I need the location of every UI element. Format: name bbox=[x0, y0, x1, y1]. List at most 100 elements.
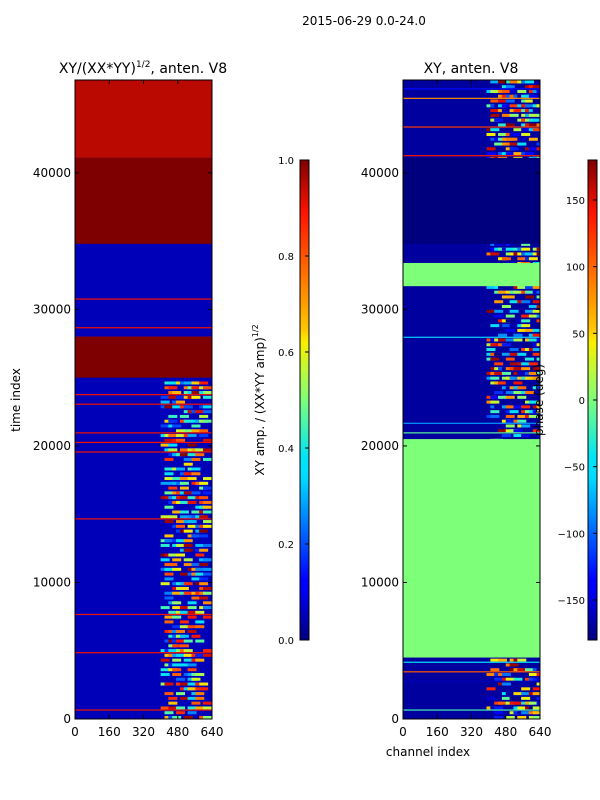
active-cell bbox=[505, 319, 515, 323]
active-cell bbox=[513, 338, 523, 342]
active-cell bbox=[490, 99, 500, 103]
active-cell bbox=[199, 414, 209, 418]
time-streak bbox=[403, 661, 540, 663]
active-cell bbox=[532, 85, 540, 89]
active-cell bbox=[536, 338, 540, 342]
active-cell bbox=[203, 591, 212, 595]
active-cell bbox=[509, 113, 519, 117]
active-cell bbox=[164, 615, 174, 619]
active-cell bbox=[176, 400, 186, 404]
active-cell bbox=[164, 457, 174, 461]
active-cell bbox=[525, 152, 535, 156]
figure-title: 2015-06-29 0.0-24.0 bbox=[302, 14, 426, 28]
active-cell bbox=[486, 687, 496, 691]
active-cell bbox=[176, 692, 186, 696]
active-cell bbox=[172, 591, 182, 595]
active-cell bbox=[532, 109, 540, 113]
active-cell bbox=[536, 295, 540, 299]
active-cell bbox=[505, 99, 515, 103]
active-cell bbox=[536, 677, 540, 681]
active-cell bbox=[517, 395, 527, 399]
active-cell bbox=[501, 257, 511, 261]
active-cell bbox=[203, 486, 212, 490]
active-cell bbox=[486, 333, 496, 337]
saturated-block-region bbox=[75, 336, 212, 378]
active-cell bbox=[528, 257, 538, 261]
active-cell bbox=[525, 99, 535, 103]
active-cell bbox=[528, 305, 538, 309]
active-cell bbox=[191, 381, 201, 385]
active-cell bbox=[513, 391, 523, 395]
active-cell bbox=[532, 348, 540, 352]
active-cell bbox=[509, 80, 519, 84]
active-cell bbox=[536, 357, 540, 361]
active-cell bbox=[172, 405, 182, 409]
active-cell bbox=[168, 553, 178, 557]
active-cell bbox=[532, 711, 540, 715]
active-cell bbox=[528, 123, 538, 127]
active-cell bbox=[532, 252, 540, 256]
active-cell bbox=[501, 434, 511, 438]
active-cell bbox=[199, 548, 209, 552]
active-cell bbox=[179, 414, 189, 418]
active-cell bbox=[528, 137, 538, 141]
active-cell bbox=[536, 305, 540, 309]
y-tick-label: 0 bbox=[63, 712, 71, 726]
active-cell bbox=[183, 405, 193, 409]
active-cell bbox=[509, 89, 519, 93]
active-cell bbox=[183, 563, 193, 567]
active-cell bbox=[528, 701, 538, 705]
active-cell bbox=[160, 515, 170, 519]
active-cell bbox=[486, 123, 496, 127]
active-cell bbox=[179, 644, 189, 648]
active-cell bbox=[164, 596, 174, 600]
active-cell bbox=[505, 295, 515, 299]
active-cell bbox=[176, 429, 186, 433]
active-cell bbox=[183, 548, 193, 552]
time-streak bbox=[75, 709, 212, 711]
active-cell bbox=[199, 434, 209, 438]
active-cell bbox=[176, 653, 186, 657]
active-cell bbox=[168, 706, 178, 710]
active-cell bbox=[172, 672, 182, 676]
colorbar-tick-label: 0 bbox=[579, 396, 585, 407]
active-cell bbox=[505, 395, 515, 399]
active-cell bbox=[183, 491, 193, 495]
active-cell bbox=[160, 658, 170, 662]
active-cell bbox=[187, 615, 197, 619]
active-cell bbox=[179, 606, 189, 610]
active-cell bbox=[203, 615, 212, 619]
active-cell bbox=[517, 716, 527, 719]
active-cell bbox=[532, 706, 540, 710]
active-cell bbox=[532, 410, 540, 414]
active-cell bbox=[521, 300, 531, 304]
active-cell bbox=[486, 696, 496, 700]
active-cell bbox=[195, 572, 205, 576]
active-cell bbox=[505, 716, 515, 719]
active-cell bbox=[532, 424, 540, 428]
active-cell bbox=[490, 324, 500, 328]
active-cell bbox=[532, 300, 540, 304]
active-cell bbox=[203, 606, 212, 610]
active-cell bbox=[179, 486, 189, 490]
active-cell bbox=[513, 152, 523, 156]
active-cell bbox=[517, 328, 527, 332]
active-cell bbox=[199, 687, 209, 691]
right-axis-ticks: 0 160 320 480 640 0 10000 20000 30000 40000 bbox=[361, 80, 551, 739]
active-cell bbox=[513, 429, 523, 433]
active-cell bbox=[505, 391, 515, 395]
active-cell bbox=[191, 467, 201, 471]
active-cell bbox=[176, 434, 186, 438]
active-cell bbox=[505, 328, 515, 332]
active-cell bbox=[536, 314, 540, 318]
active-cell bbox=[509, 348, 519, 352]
active-cell bbox=[509, 137, 519, 141]
left-colorbar-label: XY amp. / (XX*YY amp)1/2 bbox=[251, 324, 267, 475]
active-cell bbox=[203, 500, 212, 504]
colorbar-tick-label: −50 bbox=[564, 463, 585, 474]
active-cell bbox=[164, 438, 174, 442]
active-cell bbox=[501, 104, 511, 108]
upper-mixed-band-region bbox=[75, 80, 212, 158]
active-cell bbox=[528, 414, 538, 418]
